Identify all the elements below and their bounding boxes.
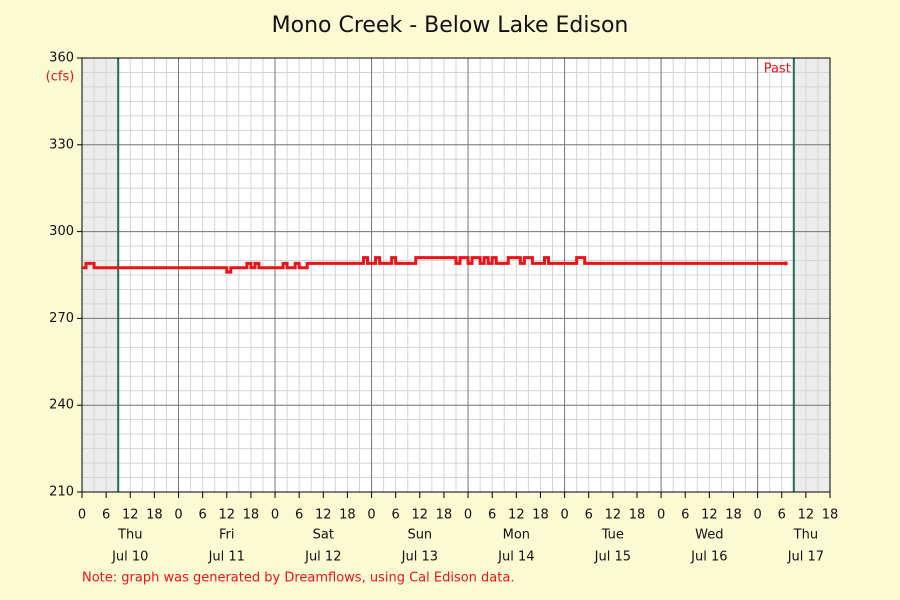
past-label: Past bbox=[764, 62, 791, 77]
x-tick-label: 0 bbox=[271, 508, 279, 523]
date-label: Jul 12 bbox=[304, 550, 341, 565]
x-tick-label: 6 bbox=[102, 508, 110, 523]
y-tick-label: 300 bbox=[49, 224, 74, 239]
y-tick-label: 330 bbox=[49, 137, 74, 152]
end-point bbox=[783, 261, 788, 266]
x-tick-label: 12 bbox=[508, 508, 525, 523]
x-tick-label: 12 bbox=[412, 508, 429, 523]
x-tick-label: 0 bbox=[753, 508, 761, 523]
x-tick-label: 18 bbox=[146, 508, 163, 523]
date-label: Jul 15 bbox=[594, 550, 631, 565]
y-unit: (cfs) bbox=[46, 70, 75, 85]
weekday-label: Thu bbox=[793, 528, 818, 543]
date-label: Jul 16 bbox=[690, 550, 727, 565]
date-label: Jul 17 bbox=[787, 550, 824, 565]
weekday-label: Wed bbox=[695, 528, 723, 543]
x-tick-label: 12 bbox=[219, 508, 236, 523]
date-label: Jul 14 bbox=[497, 550, 534, 565]
x-tick-label: 12 bbox=[315, 508, 332, 523]
x-tick-label: 12 bbox=[122, 508, 139, 523]
weekday-label: Thu bbox=[117, 528, 142, 543]
chart-title: Mono Creek - Below Lake Edison bbox=[272, 13, 629, 38]
x-tick-label: 0 bbox=[464, 508, 472, 523]
x-tick-label: 6 bbox=[295, 508, 303, 523]
plot-frame bbox=[81, 57, 831, 493]
date-label: Jul 10 bbox=[111, 550, 148, 565]
x-tick-label: 6 bbox=[681, 508, 689, 523]
x-tick-label: 18 bbox=[339, 508, 356, 523]
y-tick-label: 210 bbox=[49, 485, 74, 500]
weekday-label: Mon bbox=[503, 528, 530, 543]
x-tick-label: 18 bbox=[436, 508, 453, 523]
x-tick-label: 18 bbox=[629, 508, 646, 523]
x-tick-label: 0 bbox=[174, 508, 182, 523]
date-label: Jul 11 bbox=[208, 550, 245, 565]
flow-line bbox=[82, 256, 786, 274]
x-tick-label: 0 bbox=[657, 508, 665, 523]
x-tick-label: 12 bbox=[701, 508, 718, 523]
x-tick-label: 0 bbox=[367, 508, 375, 523]
x-tick-label: 6 bbox=[585, 508, 593, 523]
weekday-label: Tue bbox=[601, 528, 624, 543]
x-tick-label: 6 bbox=[199, 508, 207, 523]
weekday-label: Sat bbox=[313, 528, 334, 543]
x-tick-label: 18 bbox=[243, 508, 260, 523]
date-label: Jul 13 bbox=[401, 550, 438, 565]
y-tick-label: 360 bbox=[49, 51, 74, 66]
weekday-label: Fri bbox=[219, 528, 235, 543]
x-tick-label: 12 bbox=[605, 508, 622, 523]
y-tick-label: 240 bbox=[49, 398, 74, 413]
footnote: Note: graph was generated by Dreamflows,… bbox=[82, 571, 514, 586]
weekday-label: Sun bbox=[407, 528, 432, 543]
x-tick-label: 0 bbox=[560, 508, 568, 523]
x-tick-label: 18 bbox=[725, 508, 742, 523]
x-tick-label: 6 bbox=[488, 508, 496, 523]
x-tick-label: 18 bbox=[822, 508, 839, 523]
x-tick-label: 6 bbox=[778, 508, 786, 523]
x-tick-label: 0 bbox=[78, 508, 86, 523]
x-tick-label: 12 bbox=[798, 508, 815, 523]
x-tick-label: 6 bbox=[392, 508, 400, 523]
y-tick-label: 270 bbox=[49, 311, 74, 326]
x-tick-label: 18 bbox=[532, 508, 549, 523]
